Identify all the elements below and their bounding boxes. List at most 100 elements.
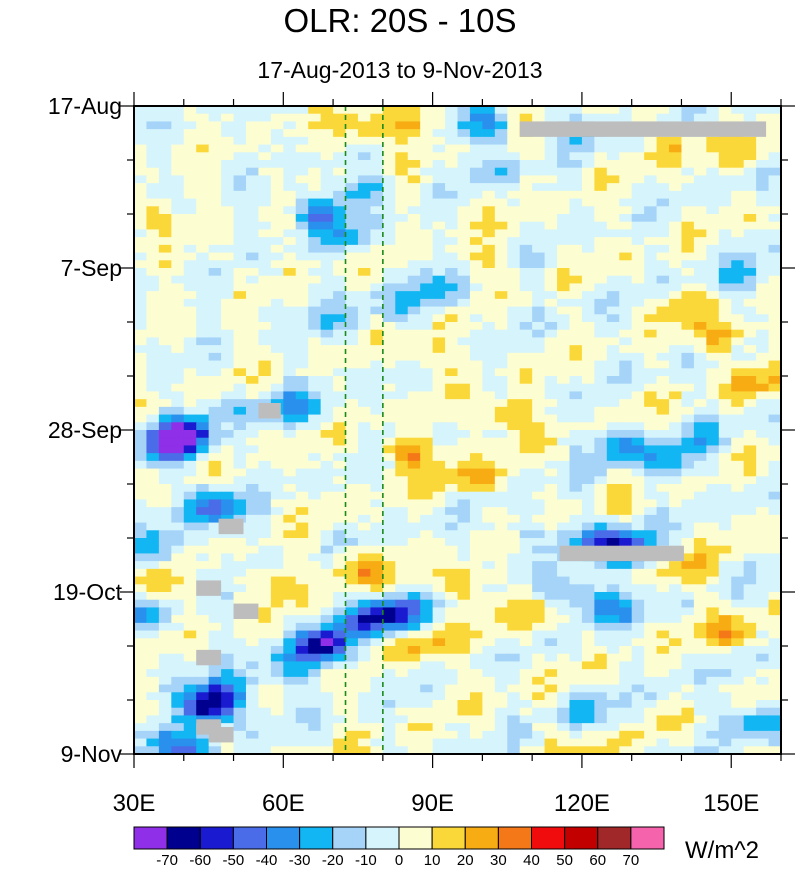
heatmap-cell	[656, 468, 670, 477]
heatmap-cell	[532, 283, 546, 292]
heatmap-cell	[333, 684, 347, 693]
heatmap-cell	[532, 430, 546, 439]
heatmap-cell	[644, 329, 658, 339]
heatmap-cell	[768, 646, 781, 655]
heatmap-cell	[644, 190, 658, 200]
heatmap-cell	[258, 669, 272, 678]
heatmap-cell	[395, 615, 409, 624]
heatmap-cell	[333, 221, 347, 231]
heatmap-cell	[606, 190, 620, 200]
heatmap-cell	[420, 221, 434, 231]
heatmap-cell	[507, 399, 521, 408]
heatmap-cell	[445, 183, 459, 192]
heatmap-cell	[146, 291, 160, 300]
heatmap-cell	[382, 175, 396, 184]
heatmap-cell	[619, 368, 633, 377]
heatmap-cell	[183, 568, 197, 578]
heatmap-cell	[557, 607, 571, 616]
heatmap-cell	[544, 514, 558, 524]
heatmap-cell	[693, 700, 707, 709]
heatmap-cell	[258, 283, 272, 292]
heatmap-cell	[245, 522, 260, 531]
heatmap-cell	[146, 345, 160, 354]
heatmap-cell	[619, 638, 633, 647]
heatmap-cell	[756, 507, 770, 516]
heatmap-cell	[594, 360, 608, 369]
heatmap-cell	[146, 700, 160, 709]
heatmap-cell	[669, 514, 683, 524]
heatmap-cell	[333, 561, 347, 570]
heatmap-cell	[693, 669, 707, 678]
heatmap-cell	[494, 152, 508, 161]
heatmap-cell	[507, 476, 521, 485]
heatmap-cell	[519, 322, 533, 331]
heatmap-cell	[693, 430, 707, 439]
heatmap-cell	[395, 723, 409, 732]
heatmap-cell	[233, 661, 247, 670]
heatmap-cell	[320, 198, 334, 207]
heatmap-cell	[457, 499, 471, 508]
heatmap-cell	[756, 499, 770, 508]
heatmap-cell	[706, 715, 720, 724]
heatmap-cell	[706, 630, 720, 639]
heatmap-cell	[146, 121, 160, 130]
heatmap-cell	[283, 700, 297, 709]
heatmap-cell	[420, 391, 434, 400]
heatmap-cell	[656, 229, 670, 238]
heatmap-cell	[581, 430, 595, 439]
colorbar-label: -20	[322, 852, 344, 869]
heatmap-cell	[233, 167, 247, 177]
heatmap-cell	[743, 206, 757, 215]
heatmap-cell	[382, 615, 396, 624]
heatmap-cell	[382, 746, 396, 754]
heatmap-cell	[134, 406, 148, 416]
heatmap-cell	[482, 221, 496, 231]
heatmap-cell	[644, 700, 658, 709]
heatmap-cell	[196, 306, 210, 315]
heatmap-cell	[333, 229, 347, 238]
heatmap-cell	[656, 676, 670, 686]
heatmap-cell	[631, 715, 645, 724]
heatmap-cell	[532, 144, 546, 153]
heatmap-cell	[320, 646, 334, 655]
heatmap-cell	[569, 298, 583, 308]
heatmap-cell	[681, 252, 695, 261]
heatmap-cell	[395, 630, 409, 639]
heatmap-cell	[146, 561, 160, 570]
heatmap-cell	[420, 468, 434, 477]
heatmap-cell	[706, 468, 720, 477]
heatmap-cell	[557, 136, 571, 146]
heatmap-cell	[718, 522, 732, 531]
heatmap-cell	[420, 615, 434, 624]
heatmap-cell	[270, 268, 284, 277]
heatmap-cell	[507, 144, 521, 153]
heatmap-cell	[357, 337, 371, 346]
heatmap-cell	[183, 700, 197, 709]
heatmap-cell	[158, 175, 172, 184]
heatmap-cell	[382, 723, 396, 732]
heatmap-cell	[693, 306, 707, 315]
heatmap-cell	[494, 484, 508, 493]
heatmap-cell	[357, 530, 371, 539]
heatmap-cell	[743, 345, 757, 354]
heatmap-cell	[333, 283, 347, 292]
heatmap-cell	[370, 383, 384, 393]
heatmap-cell	[457, 723, 471, 732]
heatmap-cell	[706, 376, 720, 385]
heatmap-cell	[718, 700, 732, 709]
heatmap-cell	[208, 445, 222, 454]
heatmap-cell	[208, 306, 222, 315]
heatmap-cell	[557, 399, 571, 408]
heatmap-cell	[756, 522, 770, 531]
heatmap-cell	[270, 206, 284, 215]
heatmap-cell	[457, 399, 471, 408]
heatmap-cell	[395, 538, 409, 547]
heatmap-cell	[295, 646, 309, 655]
heatmap-cell	[208, 430, 222, 439]
heatmap-cell	[233, 538, 247, 547]
heatmap-cell	[768, 260, 781, 269]
heatmap-cell	[569, 514, 583, 524]
heatmap-cell	[594, 646, 608, 655]
heatmap-cell	[308, 314, 322, 323]
heatmap-cell	[196, 345, 210, 354]
